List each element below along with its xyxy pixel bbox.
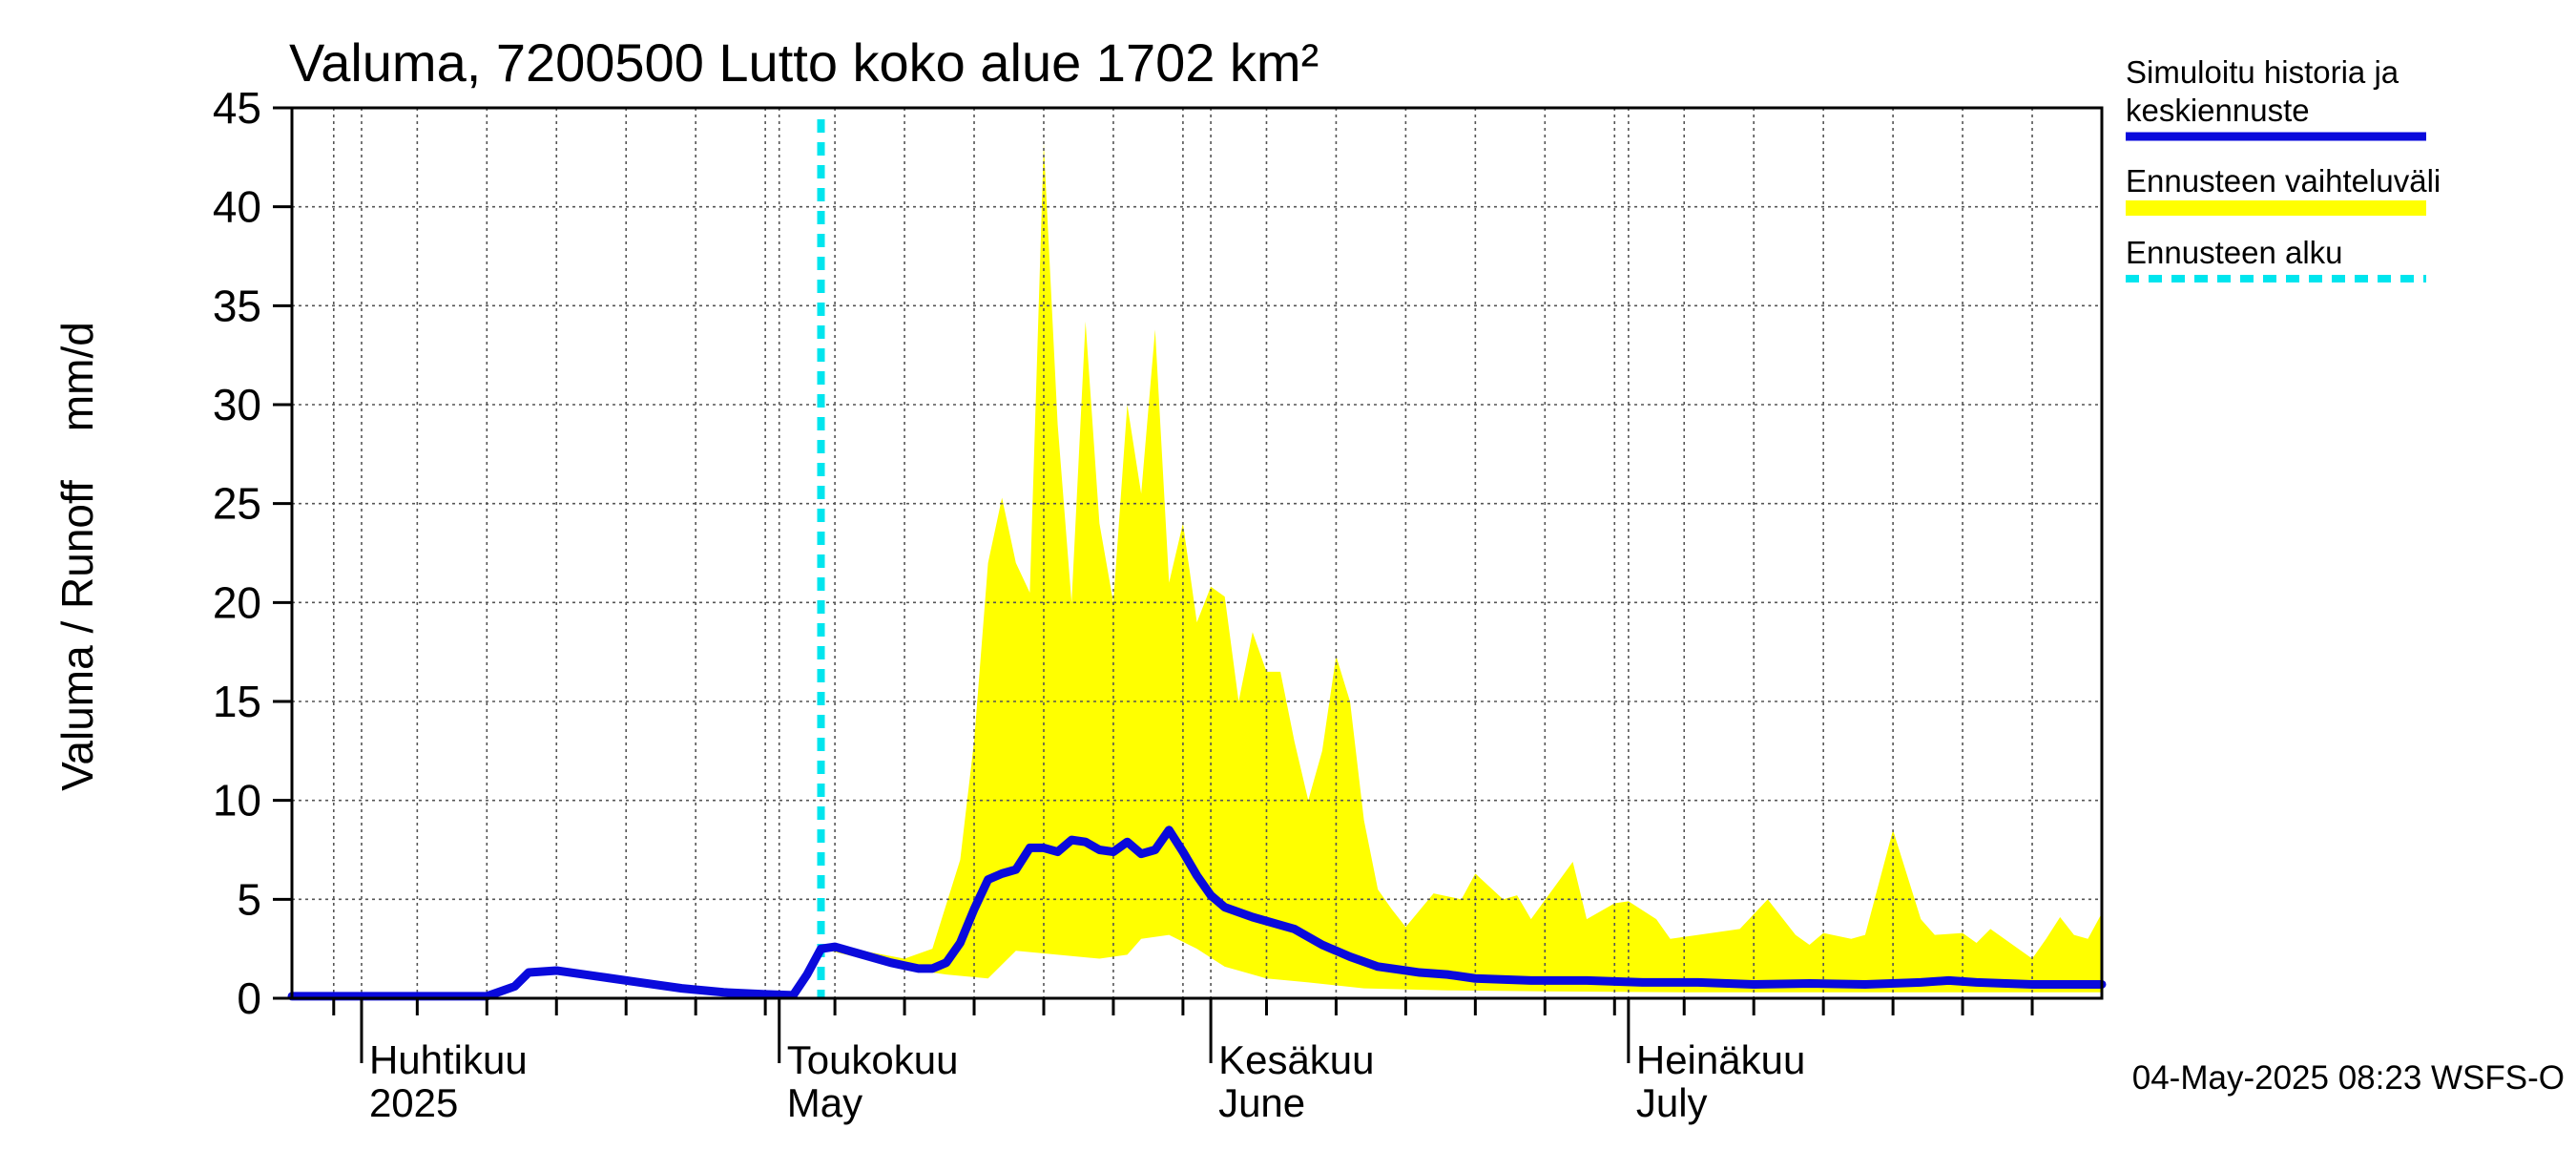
plot-area [287, 106, 2107, 1001]
forecast-range-layer [821, 143, 2102, 993]
legend-label-range: Ennusteen vaihteluväli [2126, 163, 2441, 199]
y-tick-label: 5 [237, 874, 261, 924]
month-label-en: 2025 [369, 1080, 458, 1125]
y-tick-label: 25 [213, 479, 261, 529]
legend-label-simulated-cont: keskiennuste [2126, 93, 2310, 128]
y-tick-label: 0 [237, 973, 261, 1023]
month-label-en: June [1218, 1080, 1305, 1125]
month-label-fi: Heinäkuu [1636, 1037, 1805, 1082]
y-tick-label: 45 [213, 83, 261, 133]
y-axis-label: Valuma / Runoff mm/d [52, 322, 102, 791]
forecast-range-band [821, 143, 2102, 993]
y-tick-label: 10 [213, 776, 261, 826]
y-tick-label: 40 [213, 182, 261, 232]
month-label-fi: Kesäkuu [1218, 1037, 1374, 1082]
legend-label-simulated: Simuloitu historia ja [2126, 54, 2399, 90]
y-tick-label: 15 [213, 677, 261, 726]
legend-label-forecast-start: Ennusteen alku [2126, 235, 2343, 270]
y-tick-label: 20 [213, 577, 261, 627]
simulated-line-layer [287, 826, 2107, 1001]
y-tick-label: 30 [213, 380, 261, 429]
chart-title: Valuma, 7200500 Lutto koko alue 1702 km² [289, 32, 1319, 93]
plot-frame [290, 106, 2104, 1000]
y-axis: 0 5 10 15 20 25 30 35 40 45 [213, 83, 292, 1023]
month-label-en: July [1636, 1080, 1708, 1125]
month-label-fi: Toukokuu [787, 1037, 959, 1082]
y-tick-label: 35 [213, 281, 261, 330]
timestamp: 04-May-2025 08:23 WSFS-O [2132, 1059, 2565, 1097]
simulated-runoff-line [287, 826, 2107, 1001]
month-label-en: May [787, 1080, 862, 1125]
month-label-fi: Huhtikuu [369, 1037, 528, 1082]
